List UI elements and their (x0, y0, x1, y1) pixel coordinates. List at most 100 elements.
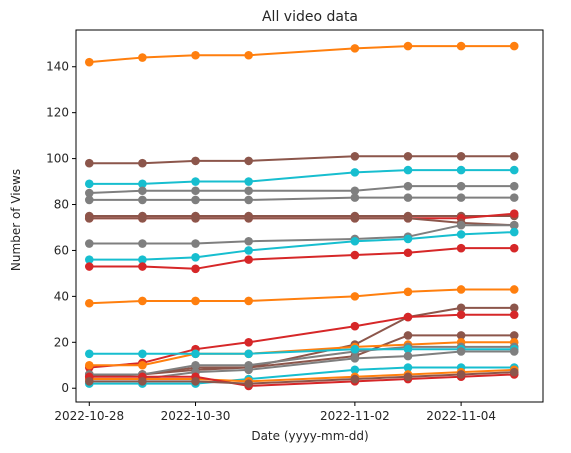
series-line (89, 373, 515, 387)
data-point (456, 331, 466, 340)
series-line (89, 345, 515, 376)
data-point (456, 193, 466, 202)
axes-frame (75, 29, 544, 403)
data-point (509, 41, 519, 51)
plot-area (84, 41, 519, 391)
data-point (244, 255, 253, 264)
data-point (84, 239, 94, 248)
data-point (509, 243, 519, 253)
data-point (244, 50, 253, 60)
series-18 (84, 347, 519, 384)
data-point (84, 57, 94, 67)
data-point (191, 156, 200, 166)
data-point (84, 262, 94, 271)
data-point (350, 193, 360, 202)
data-point (138, 349, 147, 359)
data-point (138, 360, 147, 370)
x-tick-label: 2022-10-28 (54, 409, 124, 423)
series-line (89, 231, 515, 261)
x-tick-label: 2022-11-02 (320, 409, 390, 423)
data-point (84, 195, 94, 205)
data-point (191, 253, 200, 262)
data-point (509, 303, 519, 313)
data-point (84, 360, 94, 370)
data-point (350, 250, 360, 260)
data-point (456, 230, 466, 239)
data-point (509, 152, 519, 161)
data-point (350, 186, 360, 196)
data-point (191, 349, 200, 359)
data-point (509, 310, 519, 320)
data-point (456, 370, 466, 379)
data-point (138, 239, 147, 248)
data-point (350, 365, 360, 375)
series-line (89, 366, 515, 385)
data-point (138, 186, 147, 196)
data-point (456, 303, 466, 313)
data-point (244, 177, 253, 186)
y-tick-label: 100 (46, 152, 69, 166)
data-point (403, 331, 413, 340)
data-point (244, 236, 253, 246)
y-tick-label: 40 (54, 289, 69, 303)
data-point (456, 152, 466, 161)
data-point (403, 193, 413, 202)
data-point (138, 179, 147, 189)
data-point (350, 292, 360, 301)
x-tick-label: 2022-10-30 (161, 409, 231, 423)
data-point (84, 298, 94, 308)
series-line (89, 371, 515, 385)
data-point (191, 239, 200, 248)
data-point (456, 243, 466, 253)
data-point (456, 165, 466, 175)
data-point (138, 262, 147, 271)
data-point (403, 152, 413, 161)
series-9 (84, 227, 519, 264)
data-point (244, 349, 253, 359)
series-3 (84, 181, 519, 198)
series-1 (84, 152, 519, 168)
data-point (244, 195, 253, 205)
series-line (89, 217, 515, 227)
data-point (191, 264, 200, 274)
data-point (191, 50, 200, 60)
data-point (509, 181, 519, 191)
data-point (403, 287, 413, 297)
data-point (191, 296, 200, 306)
data-point (350, 321, 360, 331)
data-point (84, 255, 94, 264)
data-point (244, 338, 253, 347)
series-line (89, 313, 515, 369)
data-point (403, 312, 413, 322)
series-4 (84, 193, 519, 205)
y-tick-label: 0 (61, 381, 69, 395)
data-point (191, 177, 200, 186)
data-point (244, 365, 253, 375)
series-line (89, 185, 515, 195)
data-point (509, 347, 519, 356)
data-point (244, 296, 253, 306)
y-tick-label: 140 (46, 60, 69, 74)
data-point (138, 53, 147, 62)
data-point (456, 181, 466, 191)
data-point (456, 285, 466, 294)
series-line (89, 196, 515, 201)
data-point (403, 165, 413, 175)
x-tick-label: 2022-11-04 (426, 409, 496, 423)
data-point (244, 246, 253, 255)
data-point (456, 310, 466, 320)
chart-title: All video data (262, 9, 358, 25)
data-point (138, 195, 147, 205)
data-point (403, 363, 413, 372)
data-point (509, 331, 519, 340)
data-point (456, 220, 466, 230)
data-point (509, 367, 519, 377)
data-point (509, 285, 519, 294)
data-point (244, 379, 253, 388)
series-10 (84, 243, 519, 274)
data-point (84, 158, 94, 168)
data-point (84, 214, 94, 223)
data-point (138, 377, 147, 386)
data-point (350, 152, 360, 161)
series-2 (84, 165, 519, 189)
